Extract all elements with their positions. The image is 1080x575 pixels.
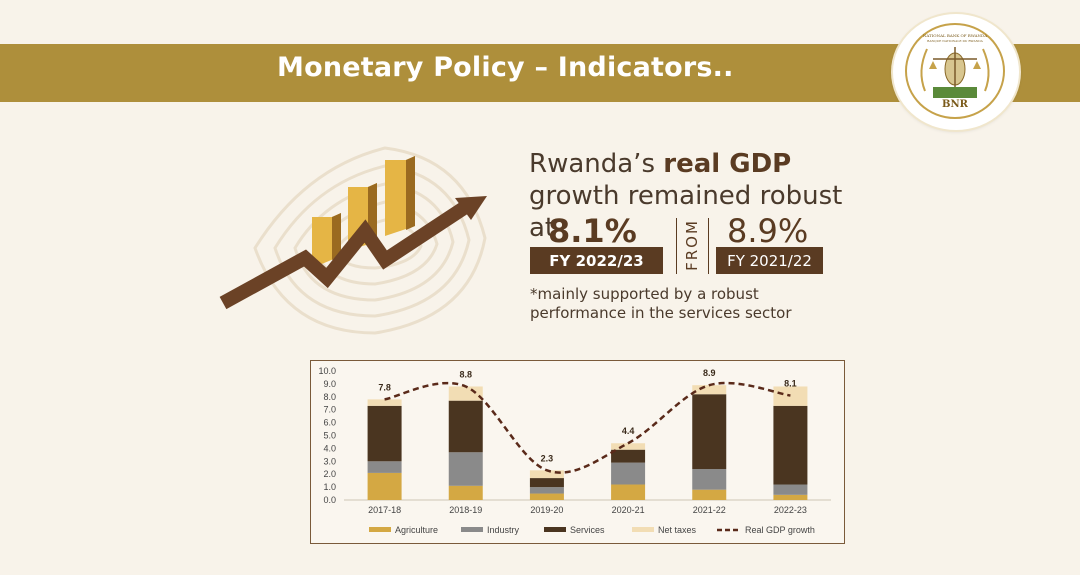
y-tick-label: 3.0 <box>323 456 336 466</box>
bar-segment-services <box>448 400 483 453</box>
legend-swatch <box>369 527 391 532</box>
headline-part1: Rwanda’s <box>529 149 664 179</box>
bar-segment-industry <box>611 462 646 485</box>
bar-segment-services <box>773 405 808 485</box>
logo-abbr: BNR <box>942 99 968 110</box>
y-tick-label: 9.0 <box>323 379 336 389</box>
legend-label: Services <box>570 525 605 535</box>
bar-segment-services <box>611 449 646 463</box>
bar-segment-industry <box>529 487 564 494</box>
y-tick-label: 1.0 <box>323 482 336 492</box>
bnr-logo: NATIONAL BANK OF RWANDA BANQUE NATIONALE… <box>893 14 1019 130</box>
x-tick-label: 2020-21 <box>612 505 645 515</box>
bar-segment-industry <box>773 484 808 495</box>
legend-swatch <box>544 527 566 532</box>
x-tick-label: 2021-22 <box>693 505 726 515</box>
logo-top-text: NATIONAL BANK OF RWANDA <box>922 33 988 38</box>
from-label: FROM <box>683 219 701 271</box>
x-tick-label: 2019-20 <box>530 505 563 515</box>
y-tick-label: 4.0 <box>323 443 336 453</box>
bar-segment-agriculture <box>448 485 483 500</box>
x-tick-label: 2022-23 <box>774 505 807 515</box>
page-title: Monetary Policy – Indicators.. <box>277 52 734 83</box>
bar-segment-net-taxes <box>448 386 483 401</box>
gdp-data-label: 8.9 <box>703 368 716 378</box>
gdp-data-label: 8.8 <box>459 369 472 379</box>
divider-right <box>708 218 709 274</box>
current-period-badge: FY 2022/23 <box>530 247 663 274</box>
bar-segment-agriculture <box>692 489 727 500</box>
bar-segment-industry <box>448 452 483 486</box>
x-tick-label: 2018-19 <box>449 505 482 515</box>
y-tick-label: 5.0 <box>323 431 336 441</box>
growth-illustration-icon <box>219 146 487 335</box>
gdp-chart: 0.0 1.0 2.0 3.0 4.0 5.0 6.0 7.0 8.0 9.0 10.0 2017-1… <box>310 360 845 544</box>
headline-bold: real GDP <box>663 149 792 179</box>
bar-segment-agriculture <box>611 484 646 500</box>
bar-segment-net-taxes <box>692 385 727 395</box>
logo-sub-text: BANQUE NATIONALE DU RWANDA <box>927 39 983 43</box>
bar-segment-industry <box>367 461 402 473</box>
y-tick-label: 0.0 <box>323 495 336 505</box>
bar-segment-services <box>367 405 402 462</box>
previous-period-badge: FY 2021/22 <box>716 247 823 274</box>
headline-part2: growth remained robust at <box>529 181 843 243</box>
bar-segment-agriculture <box>529 493 564 500</box>
bar-segment-services <box>529 478 564 488</box>
bar-segment-net-taxes <box>773 386 808 406</box>
legend-label: Net taxes <box>658 525 697 535</box>
bar-segment-agriculture <box>367 472 402 500</box>
x-tick-label: 2017-18 <box>368 505 401 515</box>
y-tick-label: 7.0 <box>323 405 336 415</box>
gdp-data-label: 4.4 <box>622 426 635 436</box>
bar-segment-net-taxes <box>367 399 402 406</box>
bar-segment-services <box>692 394 727 470</box>
logo-ring: NATIONAL BANK OF RWANDA BANQUE NATIONALE… <box>905 23 1005 119</box>
current-growth-value: 8.1% <box>548 212 637 250</box>
gdp-data-label: 2.3 <box>541 453 554 463</box>
divider-left <box>676 218 677 274</box>
headline: Rwanda’s real GDP growth remained robust… <box>529 148 849 244</box>
legend-label: Agriculture <box>395 525 438 535</box>
y-tick-label: 2.0 <box>323 469 336 479</box>
bar-segment-net-taxes <box>611 443 646 450</box>
bar-segment-industry <box>692 469 727 490</box>
gdp-data-label: 8.1 <box>784 379 797 389</box>
legend-label: Real GDP growth <box>745 525 815 535</box>
y-tick-label: 8.0 <box>323 392 336 402</box>
y-tick-label: 10.0 <box>318 366 336 376</box>
legend-swatch <box>632 527 654 532</box>
y-tick-label: 6.0 <box>323 418 336 428</box>
gdp-data-label: 7.8 <box>378 382 391 392</box>
scales-emblem-icon <box>920 47 990 98</box>
bar-segment-net-taxes <box>529 470 564 479</box>
legend-swatch <box>461 527 483 532</box>
previous-growth-value: 8.9% <box>727 212 809 250</box>
gdp-chart-svg: 0.0 1.0 2.0 3.0 4.0 5.0 6.0 7.0 8.0 9.0 10.0 2017-1… <box>318 366 831 535</box>
bar-segment-agriculture <box>773 494 808 500</box>
gdp-growth-line <box>384 381 791 474</box>
legend-label: Industry <box>487 525 520 535</box>
footnote: *mainly supported by a robust performanc… <box>530 285 792 322</box>
